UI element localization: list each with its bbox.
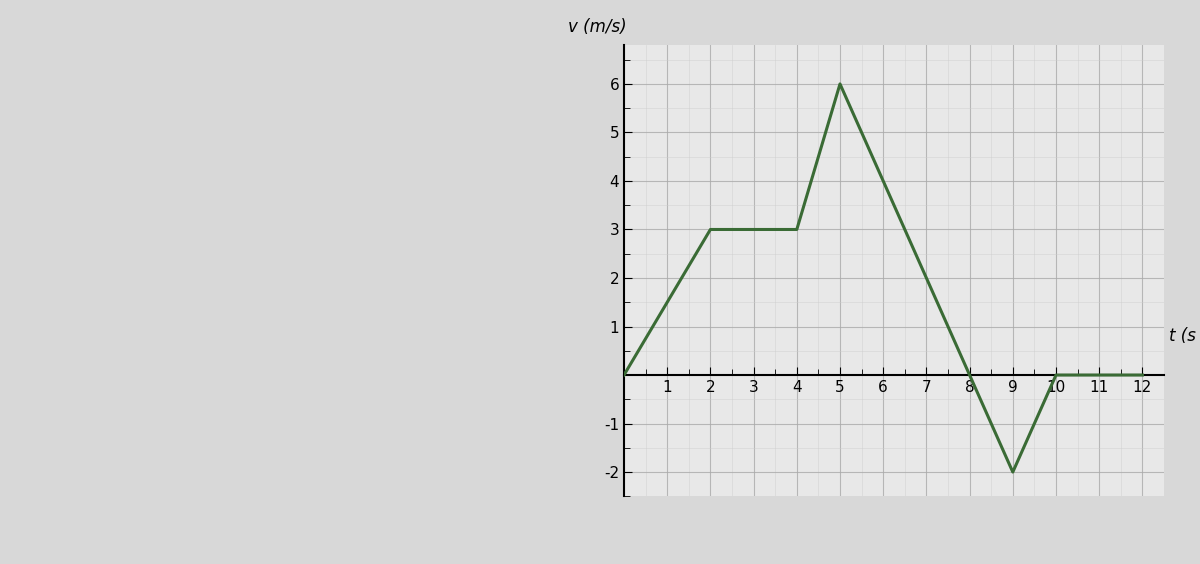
Text: v (m/s): v (m/s) — [568, 18, 626, 36]
Text: t (s: t (s — [1170, 327, 1196, 345]
